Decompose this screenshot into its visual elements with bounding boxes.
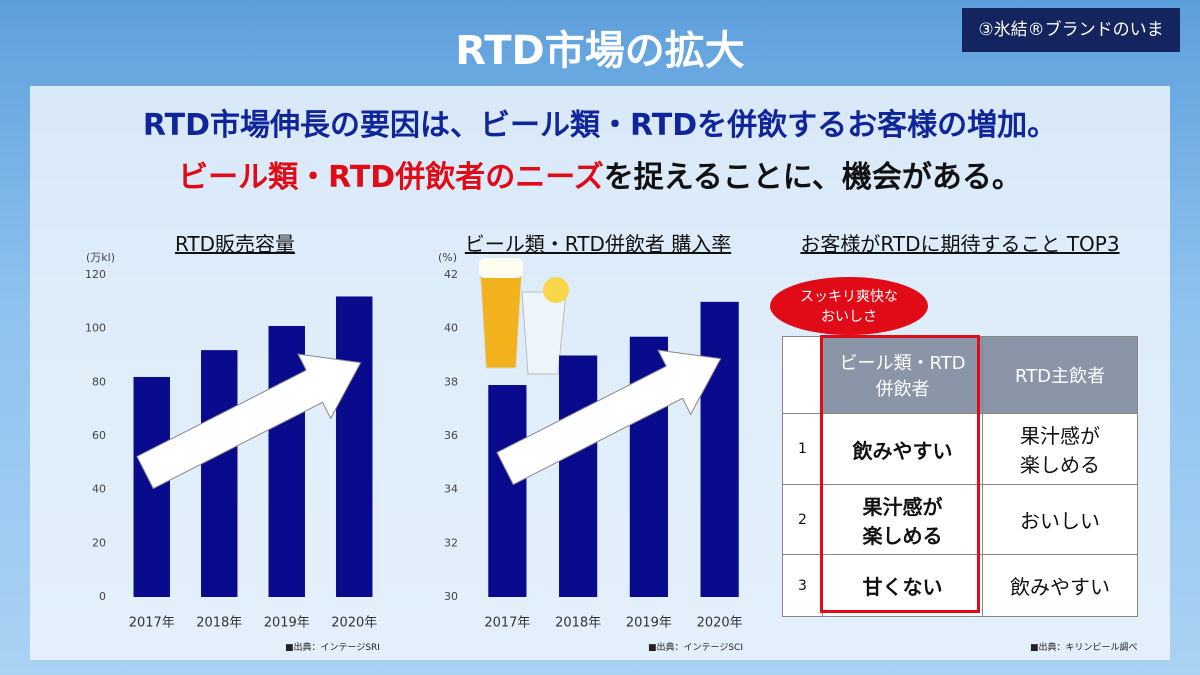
y-tick-label: 32	[444, 536, 458, 549]
source: ■出典：キリンビール調べ	[1030, 643, 1138, 653]
trend-arrow	[136, 353, 362, 490]
y-tick-label: 34	[444, 483, 458, 496]
bar	[488, 385, 527, 597]
x-tick-label: 2019年	[264, 616, 310, 631]
bar	[201, 350, 238, 597]
source: ■出典：インテージSCI	[648, 643, 743, 653]
y-tick-label: 0	[99, 590, 106, 603]
x-tick-label: 2020年	[697, 616, 743, 631]
bar	[133, 376, 170, 597]
table-header: RTD主飲者	[982, 336, 1138, 414]
y-tick-label: 40	[92, 483, 106, 496]
bar	[268, 325, 305, 597]
y-unit: (万kl)	[86, 251, 115, 264]
y-tick-label: 60	[92, 429, 106, 442]
table-cell: 甘くない	[822, 554, 983, 617]
x-tick-label: 2017年	[484, 616, 530, 631]
bar	[559, 355, 598, 597]
table-cell: おいしい	[982, 484, 1138, 555]
rank: 3	[782, 554, 823, 617]
y-tick-label: 36	[444, 429, 458, 442]
x-tick-label: 2018年	[555, 616, 601, 631]
x-tick-label: 2017年	[129, 616, 175, 631]
headline: RTD市場伸長の要因は、ビール類・RTDを併飲するお客様の増加。	[142, 108, 1058, 143]
bar	[700, 301, 739, 597]
y-tick-label: 40	[444, 322, 458, 335]
y-unit: (%)	[438, 251, 457, 264]
trend-arrow-shape	[496, 349, 722, 486]
headline: ビール類・RTD併飲者のニーズを捉えることに、機会がある。	[0, 152, 1200, 196]
table-corner	[782, 336, 823, 414]
x-tick-label: 2020年	[331, 616, 377, 631]
table-cell: 飲みやすい	[982, 554, 1138, 617]
callout: スッキリ爽快な おいしさ	[770, 277, 928, 335]
y-tick-label: 38	[444, 375, 458, 388]
headline-red: ビール類・RTD併飲者のニーズ	[178, 160, 604, 195]
y-tick-label: 42	[444, 268, 458, 281]
table-cell: 果汁感が 楽しめる	[982, 413, 1138, 485]
x-tick-label: 2018年	[196, 616, 242, 631]
table: ビール類・RTD 併飲者 RTD主飲者 1 飲みやすい 果汁感が 楽しめる 2 果汁感が…	[782, 336, 1138, 617]
bar	[336, 296, 373, 597]
y-tick-label: 80	[92, 375, 106, 388]
source: ■出典：インテージSRI	[285, 643, 380, 653]
headline-rest: を捉えることに、機会がある。	[603, 160, 1022, 195]
table-row: 2 果汁感が 楽しめる おいしい	[782, 484, 1138, 555]
table-cell: 飲みやすい	[822, 413, 983, 485]
y-tick-label: 120	[85, 268, 106, 281]
slide-title: RTD市場の拡大	[455, 28, 745, 74]
table-header: ビール類・RTD 併飲者	[822, 336, 983, 414]
table-row: 3 甘くない 飲みやすい	[782, 554, 1138, 617]
y-tick-label: 100	[85, 322, 106, 335]
trend-arrow-shape	[136, 353, 362, 490]
trend-arrow	[496, 349, 722, 486]
highlight-box	[820, 335, 980, 613]
chart-title: RTD販売容量	[174, 232, 296, 256]
y-tick-label: 20	[92, 536, 106, 549]
y-tick-label: 30	[444, 590, 458, 603]
beer-illustration	[479, 258, 569, 375]
table-row: 1 飲みやすい 果汁感が 楽しめる	[782, 413, 1138, 485]
rank: 1	[782, 413, 823, 485]
table-title: お客様がRTDに期待すること TOP3	[800, 232, 1120, 256]
chart-title: ビール類・RTD併飲者 購入率	[464, 232, 732, 256]
x-tick-label: 2019年	[626, 616, 672, 631]
rank: 2	[782, 484, 823, 555]
badge: ③氷結®ブランドのいま	[962, 8, 1180, 52]
